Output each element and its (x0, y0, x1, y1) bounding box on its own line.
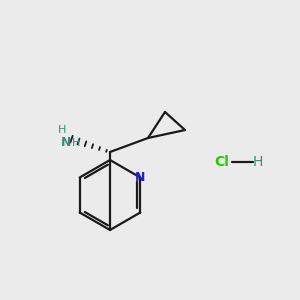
Text: N: N (135, 171, 146, 184)
Text: N: N (61, 136, 71, 149)
Text: H: H (253, 155, 263, 169)
Text: H: H (72, 138, 80, 148)
Text: Cl: Cl (214, 155, 230, 169)
Text: H: H (58, 125, 66, 135)
